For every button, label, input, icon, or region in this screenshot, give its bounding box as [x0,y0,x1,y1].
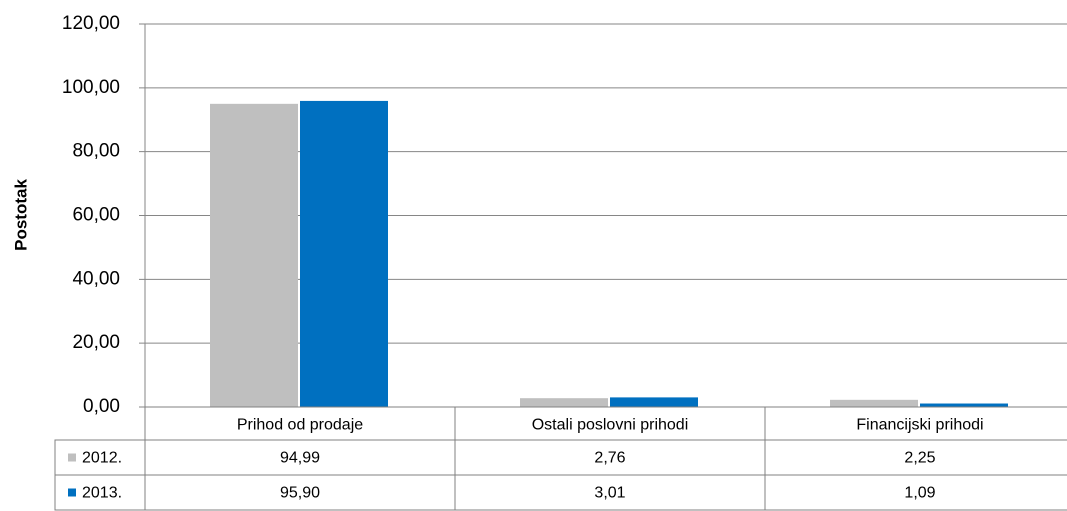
x-tick-label: Financijski prihodi [856,417,983,434]
y-tick-label: 60,00 [72,205,120,226]
y-tick-label: 20,00 [72,332,120,353]
legend-swatch [68,453,76,462]
y-tick-label: 40,00 [72,268,120,289]
table-cell [764,474,1067,511]
legend-label: 2013. [82,485,122,502]
y-tick-label: 80,00 [72,141,120,162]
x-tick-label: Ostali poslovni prihodi [532,417,689,434]
bar [210,103,298,408]
table-value: 3,01 [594,485,625,502]
bar [300,100,388,408]
bar [520,398,608,407]
legend-label: 2012. [82,450,122,467]
table-value: 95,90 [280,485,320,502]
legend-swatch [68,488,76,497]
bar [610,397,698,407]
table-value: 94,99 [280,450,320,467]
table-value: 2,76 [594,450,625,467]
bar [830,399,918,407]
table-value: 2,25 [904,450,935,467]
y-tick-label: 100,00 [62,77,120,98]
bar [920,403,1008,407]
table-cell [54,474,146,511]
y-tick-label: 120,00 [62,13,120,34]
y-axis-label: Postotak [11,179,30,251]
table-value: 1,09 [904,485,935,502]
y-tick-label: 0,00 [83,396,120,417]
x-tick-label: Prihod od prodaje [237,417,363,434]
